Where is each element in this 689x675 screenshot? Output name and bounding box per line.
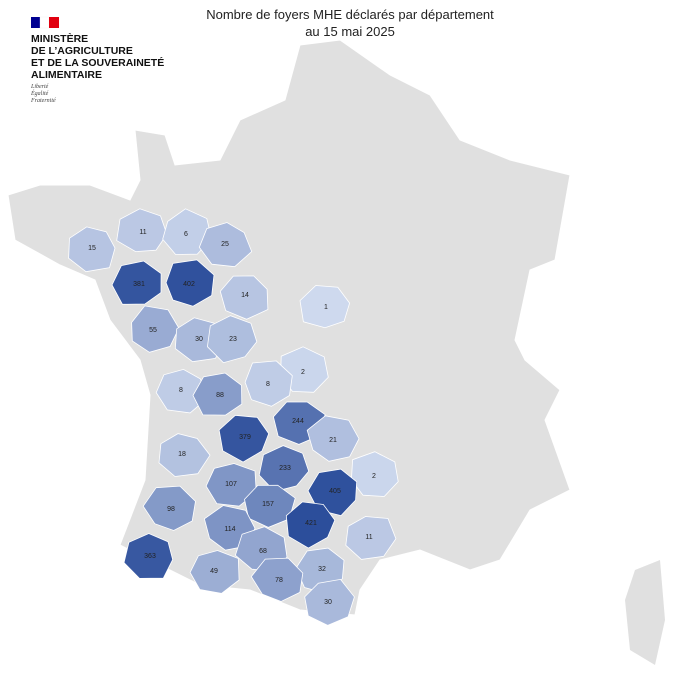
logo-line: ET DE LA SOUVERAINETÉ xyxy=(31,56,164,69)
map-subtitle: au 15 mai 2025 xyxy=(305,24,395,39)
logo-line: MINISTÈRE xyxy=(31,32,88,45)
department-value: 11 xyxy=(365,534,372,541)
department-value: 98 xyxy=(167,506,175,513)
department xyxy=(131,305,180,353)
department xyxy=(189,550,240,594)
department-value: 88 xyxy=(216,392,224,399)
department-value: 6 xyxy=(184,231,188,238)
department-value: 25 xyxy=(221,241,229,248)
department-value: 405 xyxy=(329,488,341,495)
department xyxy=(244,484,296,528)
department-value: 157 xyxy=(262,501,274,508)
corsica-outline xyxy=(625,560,665,665)
logo-flag xyxy=(31,16,59,29)
department xyxy=(198,222,253,268)
department xyxy=(280,346,329,393)
department-value: 11 xyxy=(139,229,146,236)
department xyxy=(205,463,257,507)
department-value: 1 xyxy=(324,304,328,311)
department-value: 55 xyxy=(149,327,157,334)
department xyxy=(111,260,162,305)
department xyxy=(123,533,174,579)
department-value: 8 xyxy=(179,387,183,394)
department-value: 14 xyxy=(241,292,249,299)
department-value: 15 xyxy=(88,245,96,252)
department-value: 49 xyxy=(210,568,218,575)
department-value: 107 xyxy=(225,481,237,488)
department xyxy=(192,372,243,416)
department xyxy=(350,451,399,497)
department-value: 379 xyxy=(239,434,251,441)
department-value: 18 xyxy=(178,451,186,458)
logo-motto: Égalité xyxy=(30,89,49,97)
department-value: 78 xyxy=(275,577,283,584)
department-value: 114 xyxy=(224,526,235,533)
department xyxy=(68,226,116,273)
department-value: 402 xyxy=(183,281,195,288)
department-value: 23 xyxy=(229,336,237,343)
france-outline xyxy=(7,39,571,616)
department-value: 381 xyxy=(133,281,145,288)
department xyxy=(206,315,258,364)
department-value: 30 xyxy=(195,336,203,343)
department xyxy=(142,485,196,531)
department-value: 8 xyxy=(266,381,270,388)
department-value: 2 xyxy=(301,369,305,376)
department-value: 421 xyxy=(305,520,317,527)
department-value: 363 xyxy=(144,553,156,560)
department xyxy=(299,285,351,329)
department xyxy=(162,208,212,255)
logo-motto: Fraternité xyxy=(30,98,56,104)
department xyxy=(218,414,270,463)
department xyxy=(250,557,304,602)
department-value: 32 xyxy=(318,566,326,573)
department xyxy=(285,501,336,549)
department xyxy=(345,516,397,560)
department xyxy=(304,578,355,626)
department xyxy=(306,415,360,462)
department-value: 2 xyxy=(372,473,376,480)
department xyxy=(244,360,293,407)
department xyxy=(258,445,310,492)
logo-line: ALIMENTAIRE xyxy=(31,69,102,81)
department-value: 244 xyxy=(292,418,304,425)
department-value: 233 xyxy=(279,465,291,472)
department-value: 30 xyxy=(324,599,332,606)
department-value: 21 xyxy=(329,437,337,444)
department xyxy=(158,433,211,477)
map-title: Nombre de foyers MHE déclarés par départ… xyxy=(206,7,494,22)
department xyxy=(165,259,215,307)
department xyxy=(219,275,269,320)
department-value: 68 xyxy=(259,548,267,555)
logo-motto: Liberté xyxy=(30,84,49,90)
logo-line: DE L’AGRICULTURE xyxy=(31,45,133,57)
